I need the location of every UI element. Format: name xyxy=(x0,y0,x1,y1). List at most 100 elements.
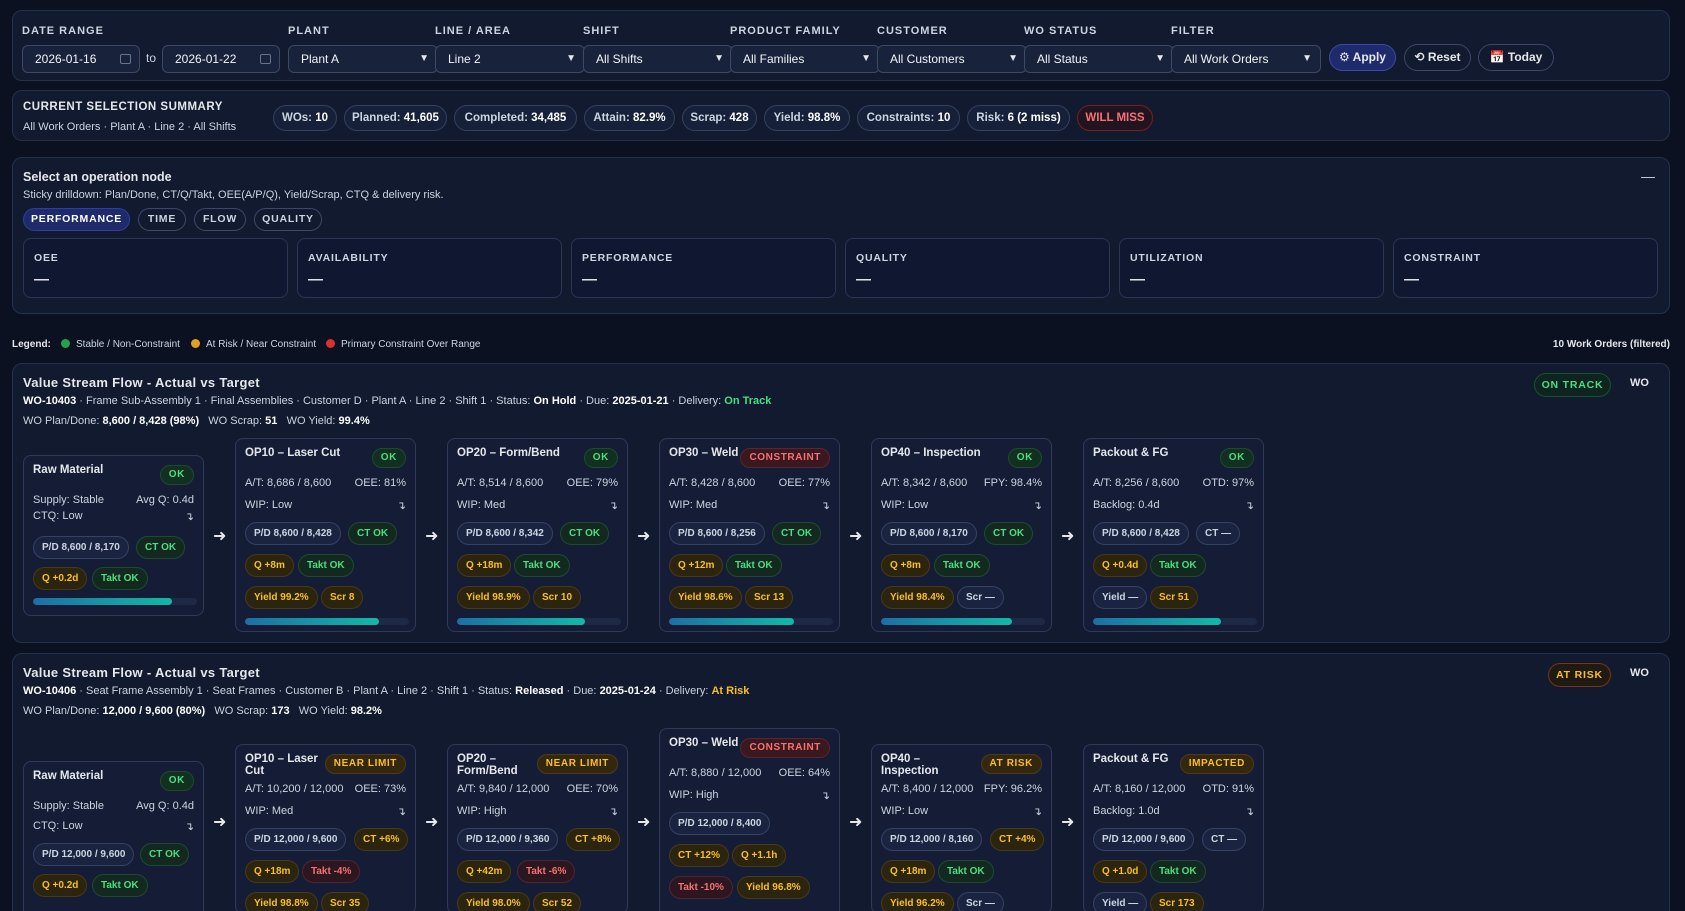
tab-quality[interactable]: QUALITY xyxy=(254,208,322,231)
wo-tag[interactable]: WO xyxy=(1630,377,1649,389)
pill-scrap: Scr 13 xyxy=(745,586,794,609)
flow-node-raw-material[interactable]: Raw Material OK Supply: Stable Avg Q: 0.4… xyxy=(23,455,204,616)
reset-button[interactable]: ⟲ Reset xyxy=(1404,44,1471,71)
flow-node-op30[interactable]: OP30 – Weld CONSTRAINT A/T: 8,880 / 12,0… xyxy=(659,728,840,911)
value-stream-panel: Value Stream Flow - Actual vs Target WO-… xyxy=(12,363,1670,643)
flow-node-raw-material[interactable]: Raw Material OK Supply: Stable Avg Q: 0.4… xyxy=(23,761,204,911)
calendar-icon[interactable] xyxy=(260,54,271,64)
collapse-button[interactable]: — xyxy=(1641,168,1655,184)
pill-yield: Yield — xyxy=(1093,892,1148,911)
tab-performance[interactable]: PERFORMANCE xyxy=(23,208,130,231)
progress-bar xyxy=(457,618,621,625)
line-select[interactable]: Line 2 ▼ xyxy=(435,45,585,73)
flow-arrow-icon: ➜ xyxy=(637,528,651,545)
tab-time[interactable]: TIME xyxy=(138,208,186,231)
apply-button[interactable]: ⚙ Apply xyxy=(1329,44,1396,71)
pill-takt: Takt OK xyxy=(1150,554,1206,577)
shift-select[interactable]: All Shifts ▼ xyxy=(583,45,733,73)
flow-node-packout[interactable]: Packout & FG OK A/T: 8,256 / 8,600 OTD: 9… xyxy=(1083,438,1264,632)
filter-label: FILTER xyxy=(1171,25,1215,37)
flow-node-op30[interactable]: OP30 – Weld CONSTRAINT A/T: 8,428 / 8,60… xyxy=(659,438,840,632)
status-dot-icon xyxy=(191,339,200,348)
pill-yield: Yield 96.8% xyxy=(737,876,810,899)
flow-node-op40[interactable]: OP40 – Inspection AT RISK A/T: 8,400 / 1… xyxy=(871,744,1052,911)
customer-label: CUSTOMER xyxy=(877,25,948,37)
date-to-label: to xyxy=(146,51,157,65)
customer-select[interactable]: All Customers ▼ xyxy=(877,45,1027,73)
summary-chip-attain: Attain: 82.9% xyxy=(584,105,675,131)
flow-node-op10[interactable]: OP10 – Laser Cut OK A/T: 8,686 / 8,600 OE… xyxy=(235,438,416,632)
pill-plan-done: P/D 12,000 / 9,600 xyxy=(33,843,135,866)
filter-select[interactable]: All Work Orders ▼ xyxy=(1171,45,1321,73)
calendar-icon[interactable] xyxy=(120,54,131,64)
node-status-badge: NEAR LIMIT xyxy=(536,754,618,774)
flow-node-packout[interactable]: Packout & FG IMPACTED A/T: 8,160 / 12,00… xyxy=(1083,744,1264,911)
kpi-constraint: CONSTRAINT — xyxy=(1393,238,1658,298)
status-select[interactable]: All Status ▼ xyxy=(1024,45,1174,73)
status-filter: WO STATUS All Status ▼ xyxy=(1024,24,1174,73)
work-order-count: 10 Work Orders (filtered) xyxy=(1552,339,1670,350)
work-order-metrics: WO Plan/Done: 12,000 / 9,600 (80%) WO Sc… xyxy=(23,705,382,717)
pill-yield: Yield 98.9% xyxy=(457,586,530,609)
pill-yield: Yield — xyxy=(1093,586,1148,609)
pill-queue: Q +18m xyxy=(245,860,300,883)
date-range-filter: DATE RANGE 2026-01-16 xyxy=(22,24,140,73)
pill-scrap: Scr 8 xyxy=(321,586,364,609)
pill-scrap: Scr 52 xyxy=(533,892,582,911)
flow-node-op10[interactable]: OP10 – Laser Cut NEAR LIMIT A/T: 10,200 … xyxy=(235,744,416,911)
kpi-performance: PERFORMANCE — xyxy=(571,238,836,298)
expand-icon: ↴ xyxy=(820,500,830,512)
operation-node-panel: Select an operation node Sticky drilldow… xyxy=(12,157,1670,314)
pill-plan-done: P/D 8,600 / 8,428 xyxy=(1093,522,1189,545)
date-from-value: 2026-01-16 xyxy=(35,52,97,66)
node-title: Packout & FG xyxy=(1093,753,1169,765)
expand-icon: ↴ xyxy=(396,500,406,512)
pill-ct: CT OK xyxy=(348,522,398,545)
flow-node-op40[interactable]: OP40 – Inspection OK A/T: 8,342 / 8,600 F… xyxy=(871,438,1052,632)
date-from-input[interactable]: 2026-01-16 xyxy=(22,45,140,73)
pill-ct: CT OK xyxy=(984,522,1034,545)
progress-fill xyxy=(1093,618,1221,625)
node-status-badge: IMPACTED xyxy=(1179,754,1254,774)
flow-node-op20[interactable]: OP20 – Form/Bend NEAR LIMIT A/T: 9,840 /… xyxy=(447,744,628,911)
plant-select[interactable]: Plant A ▼ xyxy=(288,45,438,73)
node-title: OP30 – Weld xyxy=(669,737,739,749)
chevron-down-icon: ▼ xyxy=(419,53,429,64)
flow-node-op20[interactable]: OP20 – Form/Bend OK A/T: 8,514 / 8,600 OE… xyxy=(447,438,628,632)
progress-bar xyxy=(33,598,197,605)
today-button[interactable]: 📅 Today xyxy=(1478,44,1554,71)
progress-bar xyxy=(881,618,1045,625)
summary-title: CURRENT SELECTION SUMMARY xyxy=(23,101,223,113)
family-select[interactable]: All Families ▼ xyxy=(730,45,880,73)
wo-filter: FILTER All Work Orders ▼ xyxy=(1171,24,1321,73)
flow-arrow-icon: ➜ xyxy=(1061,528,1075,545)
node-title: OP20 – Form/Bend xyxy=(457,753,518,777)
family-filter: PRODUCT FAMILY All Families ▼ xyxy=(730,24,880,73)
pill-takt: Takt -4% xyxy=(302,860,361,883)
pill-takt: Takt OK xyxy=(1150,860,1206,883)
summary-chip-risk: Risk: 6 (2 miss) xyxy=(967,105,1070,131)
pill-plan-done: P/D 12,000 / 9,600 xyxy=(245,828,347,851)
plant-filter: PLANT Plant A ▼ xyxy=(288,24,438,73)
legend-at-risk: At Risk / Near Constraint xyxy=(191,339,316,350)
plant-label: PLANT xyxy=(288,25,330,37)
pill-plan-done: P/D 8,600 / 8,170 xyxy=(881,522,977,545)
kpi-quality: QUALITY — xyxy=(845,238,1110,298)
expand-icon: ↴ xyxy=(820,790,830,802)
legend-constraint: Primary Constraint Over Range xyxy=(326,339,481,350)
filter-bar: DATE RANGE 2026-01-16 to 2026-01-22 PLAN… xyxy=(12,10,1670,81)
tab-flow[interactable]: FLOW xyxy=(194,208,246,231)
pill-yield: Yield 98.8% xyxy=(245,892,318,911)
date-to-input[interactable]: 2026-01-22 xyxy=(162,45,280,73)
wo-tag[interactable]: WO xyxy=(1630,667,1649,679)
expand-icon: ↴ xyxy=(608,500,618,512)
legend-stable: Stable / Non-Constraint xyxy=(61,339,180,350)
chevron-down-icon: ▼ xyxy=(566,53,576,64)
chevron-down-icon: ▼ xyxy=(714,53,724,64)
pill-takt: Takt OK xyxy=(934,554,990,577)
node-status-badge: OK xyxy=(1007,448,1042,468)
node-status-badge: AT RISK xyxy=(980,754,1042,774)
pill-scrap: Scr — xyxy=(957,586,1004,609)
delivery-status-badge: ON TRACK xyxy=(1534,373,1611,397)
kpi-utilization: UTILIZATION — xyxy=(1119,238,1384,298)
